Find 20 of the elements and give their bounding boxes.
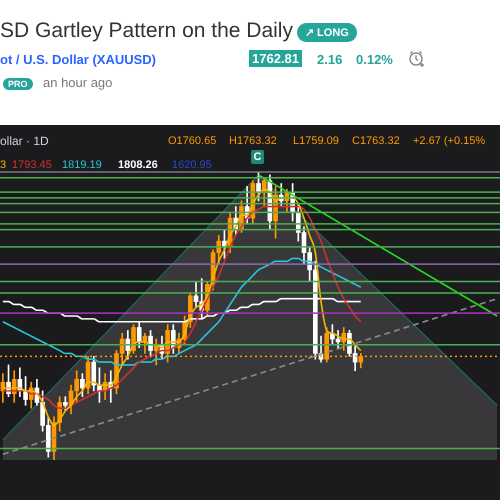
text: C xyxy=(250,150,264,164)
text: O1760.65 xyxy=(168,135,216,147)
text: PRO xyxy=(3,78,33,90)
text: 1762.81 xyxy=(249,50,302,67)
text: 0.12% xyxy=(356,52,393,67)
chart-subtitle: ot / U.S. Dollar (XAUUSD) xyxy=(0,52,156,67)
text: 2.16 xyxy=(317,52,342,67)
text: L1759.09 xyxy=(293,135,339,147)
text: 3 xyxy=(0,159,6,171)
text: an hour ago xyxy=(43,75,112,90)
text: 1793.45 xyxy=(12,159,52,171)
text: 1620.95 xyxy=(172,159,212,171)
text: ↗ LONG xyxy=(297,23,357,42)
text: +2.67 (+0.15% xyxy=(413,135,486,147)
chart-title: SD Gartley Pattern on the Daily xyxy=(0,19,293,43)
text: 1819.19 xyxy=(62,159,102,171)
text: 1808.26 xyxy=(118,159,158,171)
text: H1763.32 xyxy=(229,135,277,147)
text: ollar · 1D xyxy=(0,134,49,148)
text: C1763.32 xyxy=(352,135,400,147)
